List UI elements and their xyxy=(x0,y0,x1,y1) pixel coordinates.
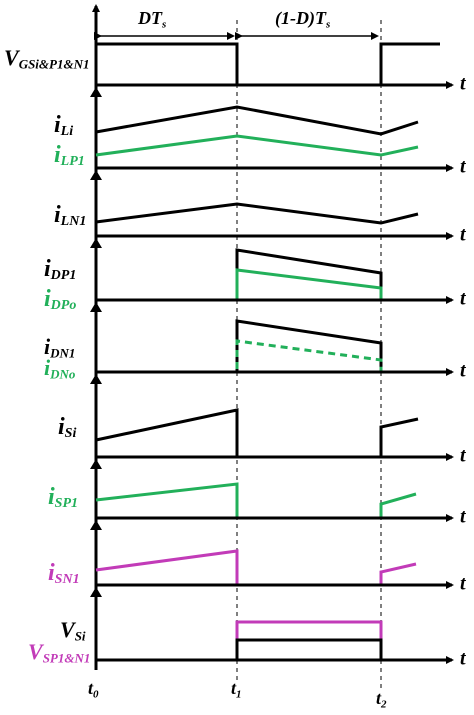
axis-arrowhead xyxy=(90,520,102,530)
signal-label-main: i xyxy=(48,484,55,510)
axis-label: t xyxy=(460,288,467,310)
waveform xyxy=(235,638,383,660)
waveform xyxy=(235,248,383,300)
signal-label-main: i xyxy=(48,560,55,586)
waveform xyxy=(96,42,440,87)
signal-label: iDPo xyxy=(44,286,76,314)
signal-label: iSi xyxy=(58,414,76,442)
signal-label: iDN1 xyxy=(44,334,75,360)
signal-label: iLi xyxy=(54,112,73,140)
axis-arrowhead xyxy=(90,170,102,180)
signal-label: iSN1 xyxy=(48,560,80,588)
waveform xyxy=(95,105,419,136)
signal-label-sub: DPo xyxy=(50,298,77,313)
signal-label-sub: LP1 xyxy=(60,154,85,169)
signal-label: iDNo xyxy=(44,355,76,381)
signal-label-sub: Si xyxy=(75,628,86,643)
interval-label-main: (1-D)T xyxy=(275,8,327,29)
waveform xyxy=(235,268,383,300)
signal-label: iDP1 xyxy=(44,256,76,284)
signal-label: iSP1 xyxy=(48,484,78,512)
signal-label-sub: LN1 xyxy=(60,214,87,229)
signal-label: iLP1 xyxy=(54,142,85,170)
interval-label: DTs xyxy=(137,8,166,30)
signal-label-sub: DN1 xyxy=(49,345,75,360)
signal-label-sub: GSi&P1&N1 xyxy=(19,56,90,71)
signal-label-main: V xyxy=(28,639,45,664)
signal-label-sub: SN1 xyxy=(55,572,80,587)
axis-label: t xyxy=(460,224,467,246)
axis-arrowhead xyxy=(90,238,102,248)
signal-label-main: V xyxy=(4,45,21,70)
time-mark-main: t xyxy=(376,688,382,708)
axis-arrowhead xyxy=(90,87,102,97)
waveform xyxy=(95,408,239,457)
signal-label-sub: DP1 xyxy=(50,268,77,283)
time-mark: t1 xyxy=(231,678,242,700)
waveform xyxy=(96,339,383,374)
axis-label: t xyxy=(460,445,467,467)
axis-label: t xyxy=(460,73,467,95)
axis-label: t xyxy=(460,360,467,382)
signal-label-sub: DNo xyxy=(49,366,76,381)
signal-label-main: i xyxy=(44,286,51,312)
interval-label: (1-D)Ts xyxy=(275,8,330,30)
time-mark-main: t xyxy=(88,678,94,698)
signal-label-main: i xyxy=(54,142,61,168)
time-mark-sub: 0 xyxy=(93,688,99,700)
axis-arrowhead xyxy=(90,302,102,312)
time-mark-main: t xyxy=(231,678,237,698)
signal-label-sub: Li xyxy=(60,124,74,139)
time-mark-sub: 2 xyxy=(380,698,387,710)
signal-label-sub: SP1 xyxy=(55,496,78,511)
axis-arrowhead xyxy=(90,459,102,469)
axis-label: t xyxy=(460,573,467,595)
signal-label-main: i xyxy=(54,202,61,228)
interval-label-sub: s xyxy=(325,18,330,30)
signal-label-main: i xyxy=(44,355,51,380)
time-mark: t0 xyxy=(88,678,99,700)
time-mark-sub: 1 xyxy=(236,688,242,700)
signal-label: iLN1 xyxy=(54,202,86,230)
waveform xyxy=(95,482,239,518)
waveform xyxy=(379,417,419,457)
signal-label-sub: Si xyxy=(65,426,77,441)
interval-label-main: DT xyxy=(137,8,163,28)
waveform xyxy=(95,549,239,585)
axis-arrowhead xyxy=(90,374,102,384)
waveform xyxy=(235,319,383,372)
waveform xyxy=(95,134,419,157)
waveform xyxy=(379,562,417,585)
signal-label-main: i xyxy=(44,256,51,282)
signal-label-sub: SP1&N1 xyxy=(43,650,91,665)
axis-arrowhead xyxy=(90,587,102,597)
signal-label: VGSi&P1&N1 xyxy=(4,45,89,71)
signal-label-main: i xyxy=(58,414,65,440)
waveform xyxy=(95,202,419,225)
signal-label: VSP1&N1 xyxy=(28,639,90,665)
signal-label-main: i xyxy=(54,112,61,138)
interval-label-sub: s xyxy=(161,18,166,30)
signal-label: VSi xyxy=(60,617,86,643)
signal-label-main: i xyxy=(44,334,51,359)
axis-label: t xyxy=(460,506,467,528)
waveform xyxy=(379,492,417,518)
signal-label-main: V xyxy=(60,617,77,642)
axis-label: t xyxy=(460,648,467,670)
waveform xyxy=(235,620,383,640)
axis-label: t xyxy=(460,156,467,178)
time-mark: t2 xyxy=(376,688,387,710)
